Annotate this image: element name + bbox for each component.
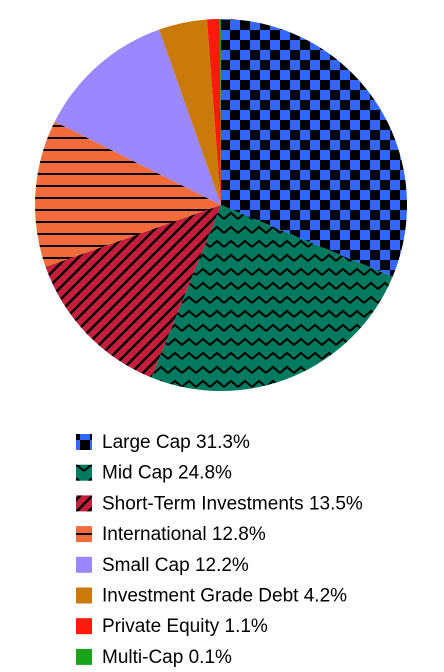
legend-category: Small Cap <box>102 555 190 576</box>
legend-swatch <box>76 526 92 543</box>
legend-swatch <box>76 587 92 604</box>
legend-label: International 12.8% <box>102 524 266 545</box>
legend-swatch <box>76 556 92 573</box>
legend-swatch <box>76 434 92 450</box>
legend-value: 12.2% <box>195 555 249 576</box>
pie-slice <box>35 121 222 267</box>
legend-label: Mid Cap 24.8% <box>102 463 232 484</box>
legend-value: 4.2% <box>304 586 347 607</box>
legend-value: 13.5% <box>309 493 363 514</box>
legend-swatch <box>76 495 92 512</box>
legend-swatch <box>76 618 92 635</box>
legend-label: Investment Grade Debt 4.2% <box>102 586 347 607</box>
legend-label: Small Cap 12.2% <box>102 555 249 576</box>
pie-slice <box>151 205 393 391</box>
pie-slice <box>54 29 221 205</box>
legend-label: Short-Term Investments 13.5% <box>102 493 363 514</box>
legend-label: Multi-Cap 0.1% <box>102 647 232 668</box>
legend-value: 12.8% <box>212 524 266 545</box>
legend-label: Private Equity 1.1% <box>102 616 268 637</box>
legend-value: 1.1% <box>225 616 268 637</box>
pie-slice <box>219 19 221 205</box>
legend-category: Multi-Cap <box>102 647 183 668</box>
legend-category: Private Equity <box>102 616 220 637</box>
legend-category: International <box>102 524 207 545</box>
legend-swatch <box>76 464 92 481</box>
pie-slice <box>45 205 221 378</box>
legend-category: Large Cap <box>102 432 191 453</box>
legend-category: Investment Grade Debt <box>102 586 299 607</box>
legend-swatch <box>76 648 92 665</box>
legend-value: 24.8% <box>178 463 232 484</box>
legend-category: Short-Term Investments <box>102 493 304 514</box>
legend-label: Large Cap 31.3% <box>102 432 250 453</box>
legend-category: Mid Cap <box>102 463 173 484</box>
pie-slice <box>159 19 221 206</box>
legend-value: 31.3% <box>196 432 250 453</box>
pie-slice <box>206 19 221 205</box>
legend-value: 0.1% <box>189 647 232 668</box>
pie-slice <box>221 19 407 277</box>
